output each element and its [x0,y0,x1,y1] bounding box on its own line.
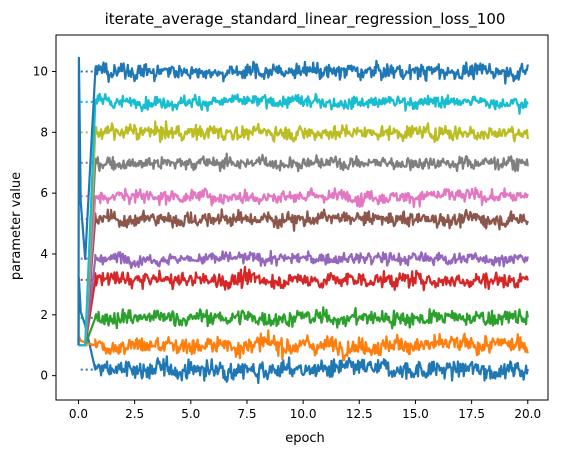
series-line [77,208,529,347]
chart-title: iterate_average_standard_linear_regressi… [105,10,506,29]
x-axis-label: epoch [285,431,325,446]
y-tick-label: 10 [33,65,48,79]
x-tick-label: 12.5 [346,407,373,421]
series-line [77,186,529,347]
x-tick-label: 0.0 [69,407,88,421]
x-tick-label: 17.5 [458,407,485,421]
series-line [77,92,529,347]
series-line [77,120,529,347]
x-tick-label: 10.0 [290,407,317,421]
x-tick-label: 5.0 [181,407,200,421]
series-line [77,56,529,346]
y-axis-label: parameter value [9,172,24,280]
axes-frame [55,34,549,401]
y-tick-label: 4 [40,247,48,261]
series-line [77,152,529,347]
x-tick-label: 20.0 [514,407,541,421]
series-line [77,329,529,362]
x-tick-label: 15.0 [402,407,429,421]
series-line [77,277,529,385]
series-line [77,306,529,347]
y-tick-label: 8 [40,125,48,139]
series-line [77,265,529,347]
series-line [77,249,529,347]
y-tick-label: 2 [40,308,48,322]
series-layer [77,56,529,385]
y-tick-label: 0 [40,369,48,383]
x-tick-label: 7.5 [237,407,256,421]
y-ticks: 0 2 4 6 8 10 [33,65,56,383]
x-ticks: 0.0 2.5 5.0 7.5 10.0 12.5 15.0 17.5 20.0 [69,400,541,421]
x-tick-label: 2.5 [125,407,144,421]
y-tick-label: 6 [40,186,48,200]
